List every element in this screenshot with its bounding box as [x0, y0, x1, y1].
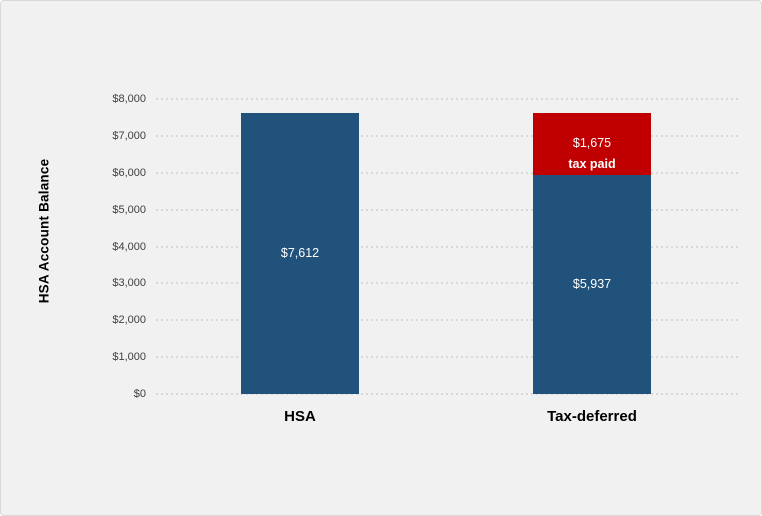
y-tick-label: $2,000	[112, 314, 146, 327]
gridline	[156, 134, 738, 137]
bar-value-label: $7,612	[280, 246, 320, 260]
y-tick-label: $0	[133, 388, 146, 400]
bar-sublabel: tax paid	[568, 157, 616, 171]
gridline	[156, 356, 738, 359]
category-label-tax-deferred: Tax-deferred	[547, 408, 637, 425]
gridline	[156, 208, 738, 211]
gridline	[156, 98, 738, 100]
y-tick-label: $4,000	[112, 240, 146, 253]
category-label-hsa: HSA	[284, 408, 316, 425]
bar-segment-tax-paid: $1,675 tax paid	[533, 113, 651, 175]
y-axis-title: HSA Account Balance	[36, 158, 52, 304]
bar-value-label: $5,937	[572, 277, 612, 291]
gridline	[156, 282, 738, 285]
bar-segment-after-tax-balance: $5,937	[533, 175, 651, 394]
y-tick-label: $3,000	[112, 277, 146, 290]
gridline	[156, 245, 738, 248]
gridline	[156, 319, 738, 322]
bar-value-label: $1,675	[572, 136, 612, 150]
gridline	[156, 171, 738, 174]
bar-segment-hsa-balance: $7,612	[241, 113, 359, 394]
gridline	[156, 393, 738, 395]
y-tick-label: $7,000	[112, 129, 146, 142]
plot-area: $0 $1,000 $2,000 $3,000 $4,000 $5,000 $6,000 $7…	[112, 93, 738, 425]
y-tick-label: $8,000	[112, 93, 146, 105]
y-tick-label: $6,000	[112, 166, 146, 179]
y-tick-label: $1,000	[112, 351, 146, 364]
y-tick-label: $5,000	[112, 203, 146, 216]
